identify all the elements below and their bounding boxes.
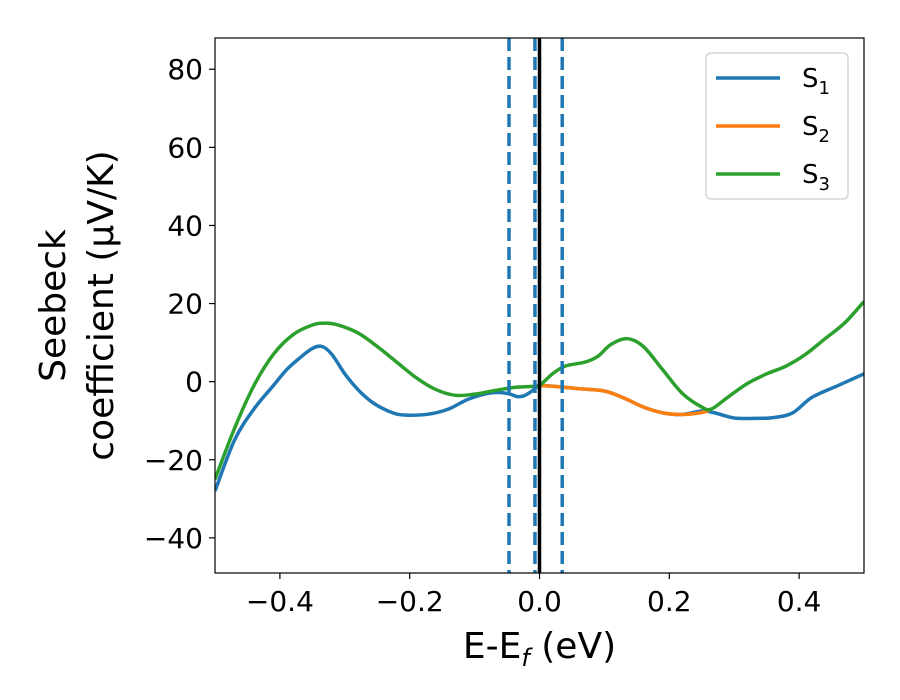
y-axis-title: Seebeck coefficient (μV/K)	[33, 150, 122, 460]
y-tick-label: 20	[167, 288, 203, 321]
series-group	[215, 38, 864, 573]
x-tick-label: −0.2	[376, 585, 444, 618]
legend-label-s2: S2	[802, 112, 830, 147]
x-tick-label: 0.4	[777, 585, 822, 618]
y-tick-label: −40	[144, 522, 203, 555]
y-axis-title-line2: coefficient (μV/K)	[81, 150, 122, 460]
x-tick-label: −0.4	[246, 585, 314, 618]
legend-label-s1: S1	[802, 64, 830, 99]
x-axis-title: E-Ef (eV)	[463, 626, 616, 672]
y-tick-label: 40	[167, 209, 203, 242]
axis-ticks: −0.4 −0.2 0.0 0.2 0.4 −40 −20 0 20 40 60 80	[144, 53, 821, 618]
y-tick-label: 80	[167, 53, 203, 86]
series-line-s2	[539, 383, 711, 417]
y-axis-title-line1: Seebeck	[33, 229, 74, 382]
series-line-s3	[215, 300, 864, 480]
x-tick-label: 0.0	[517, 585, 562, 618]
y-tick-label: −20	[144, 444, 203, 477]
series-line-s1	[215, 344, 864, 492]
y-tick-label: 60	[167, 131, 203, 164]
y-tick-label: 0	[185, 366, 203, 399]
x-tick-label: 0.2	[647, 585, 692, 618]
x-axis-title-unit: (eV)	[530, 626, 616, 667]
legend: S1 S2 S3	[705, 52, 849, 200]
legend-label-s3: S3	[802, 160, 830, 195]
